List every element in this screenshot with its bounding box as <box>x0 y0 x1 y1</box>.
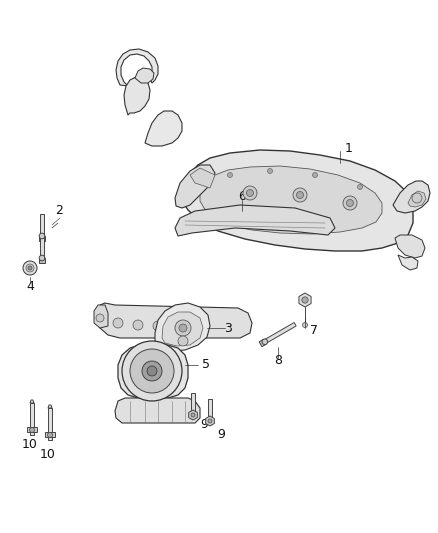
Circle shape <box>96 314 104 322</box>
Polygon shape <box>27 427 37 432</box>
Circle shape <box>47 432 53 438</box>
Text: 4: 4 <box>26 279 34 293</box>
Polygon shape <box>175 165 215 208</box>
Circle shape <box>243 186 257 200</box>
Polygon shape <box>155 303 210 351</box>
Circle shape <box>178 336 188 346</box>
Polygon shape <box>145 111 182 146</box>
Polygon shape <box>98 303 252 338</box>
Polygon shape <box>299 293 311 307</box>
Polygon shape <box>124 77 150 115</box>
Polygon shape <box>118 345 188 398</box>
Text: 8: 8 <box>274 354 282 367</box>
Polygon shape <box>116 49 158 86</box>
Circle shape <box>142 361 162 381</box>
Circle shape <box>133 320 143 330</box>
Polygon shape <box>39 236 45 241</box>
Polygon shape <box>94 305 108 328</box>
Circle shape <box>130 349 174 393</box>
Circle shape <box>153 321 163 331</box>
Circle shape <box>312 173 318 177</box>
Circle shape <box>147 366 157 376</box>
Circle shape <box>28 266 32 270</box>
Polygon shape <box>200 166 382 234</box>
Circle shape <box>113 318 123 328</box>
Text: 10: 10 <box>40 448 56 462</box>
Polygon shape <box>135 68 154 83</box>
Circle shape <box>179 324 187 332</box>
Polygon shape <box>30 400 34 403</box>
Text: 6: 6 <box>238 190 246 203</box>
Circle shape <box>412 193 422 203</box>
Circle shape <box>227 173 233 177</box>
Polygon shape <box>30 403 34 435</box>
Text: 1: 1 <box>345 141 353 155</box>
Polygon shape <box>264 322 296 343</box>
Circle shape <box>175 320 191 336</box>
Circle shape <box>247 190 254 197</box>
Circle shape <box>346 199 353 206</box>
Circle shape <box>297 191 304 198</box>
Polygon shape <box>398 255 418 270</box>
Text: 3: 3 <box>224 321 232 335</box>
Polygon shape <box>175 205 335 236</box>
Text: 10: 10 <box>22 439 38 451</box>
Polygon shape <box>48 405 52 408</box>
Polygon shape <box>191 393 195 415</box>
Text: 7: 7 <box>310 325 318 337</box>
Polygon shape <box>40 214 44 236</box>
Polygon shape <box>180 150 413 251</box>
Text: 9: 9 <box>217 429 225 441</box>
Polygon shape <box>408 191 426 207</box>
Polygon shape <box>393 181 430 213</box>
Polygon shape <box>45 432 55 437</box>
Circle shape <box>302 297 308 303</box>
Polygon shape <box>115 398 200 423</box>
Circle shape <box>39 233 45 239</box>
Circle shape <box>343 196 357 210</box>
Circle shape <box>357 184 363 190</box>
Polygon shape <box>39 258 45 263</box>
Circle shape <box>173 321 183 331</box>
Polygon shape <box>259 340 266 346</box>
Polygon shape <box>189 410 198 420</box>
Circle shape <box>303 322 307 327</box>
Circle shape <box>262 339 268 344</box>
Polygon shape <box>48 408 52 440</box>
Circle shape <box>122 341 182 401</box>
Circle shape <box>26 264 34 272</box>
Circle shape <box>208 419 212 423</box>
Polygon shape <box>190 168 215 188</box>
Circle shape <box>23 261 37 275</box>
Polygon shape <box>162 312 203 346</box>
Circle shape <box>191 413 195 417</box>
Circle shape <box>293 188 307 202</box>
Circle shape <box>193 320 203 330</box>
Polygon shape <box>395 235 425 258</box>
Circle shape <box>268 168 272 174</box>
Polygon shape <box>40 236 44 258</box>
Text: 9: 9 <box>200 418 208 432</box>
Text: 5: 5 <box>202 359 210 372</box>
Circle shape <box>29 427 35 432</box>
Polygon shape <box>208 399 212 421</box>
Polygon shape <box>206 416 214 426</box>
Text: 2: 2 <box>55 204 63 216</box>
Circle shape <box>39 255 45 261</box>
